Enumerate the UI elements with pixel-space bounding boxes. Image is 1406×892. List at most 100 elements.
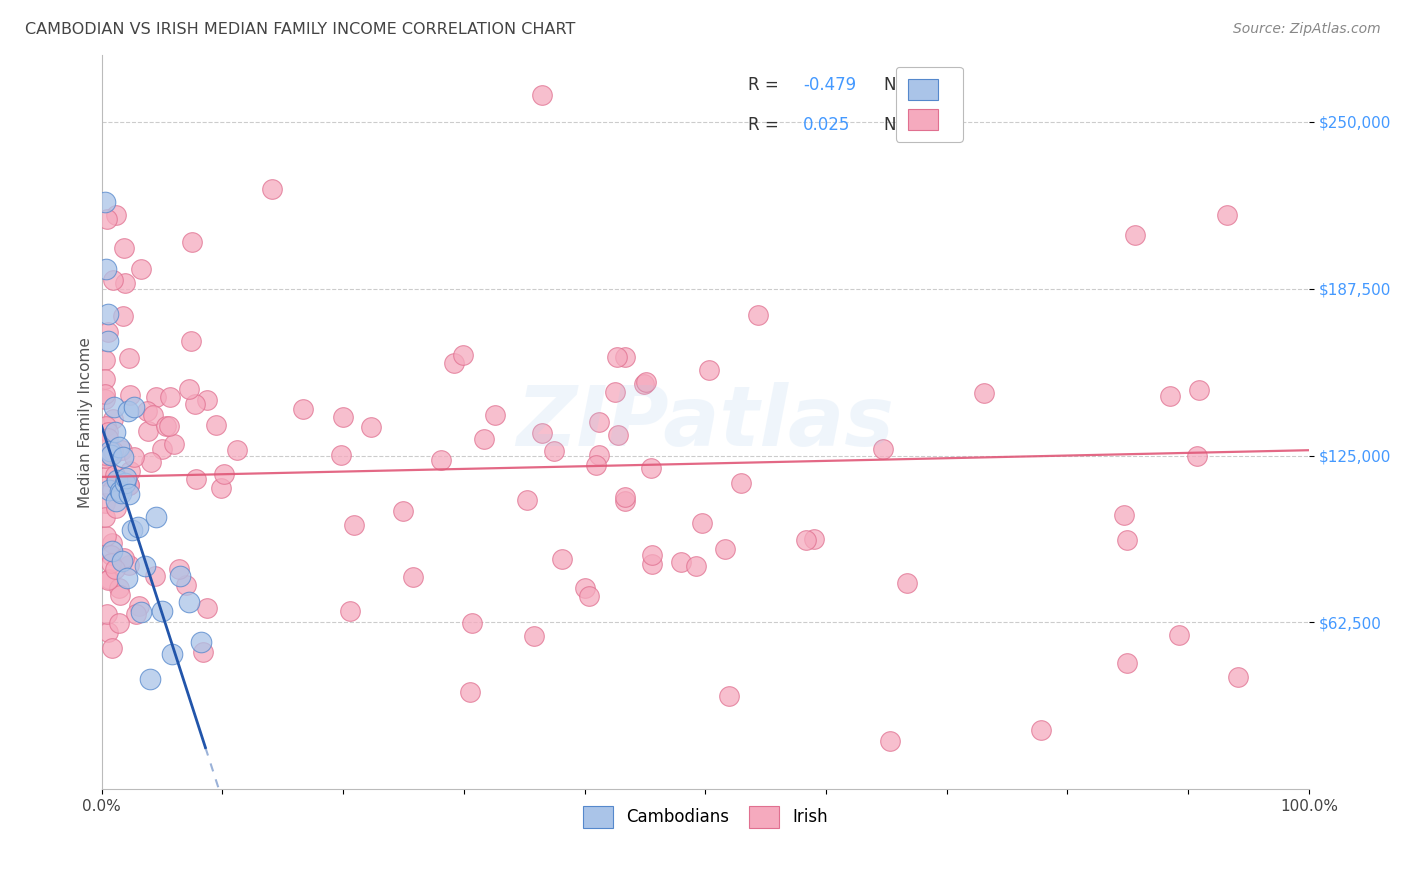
Point [107,581,129,595]
Point [167,561,190,575]
Point [184,397,207,411]
Point [120,464,142,478]
Point [94,450,117,465]
Point [141,455,163,469]
Point [330,448,353,462]
Point [112,551,135,566]
Point [135,404,157,418]
Point [458,685,481,699]
Point [105,473,128,487]
Point [697,362,720,376]
Point [160,648,183,662]
Point [97,431,120,445]
Point [97,307,120,321]
Point [451,348,474,362]
Point [1159,389,1181,403]
Point [114,476,136,491]
Point [145,390,167,404]
Point [97,574,120,588]
Point [530,88,553,103]
Point [136,424,159,438]
Point [96,468,118,483]
Point [879,734,901,748]
Point [94,372,117,386]
Point [128,599,150,614]
Point [225,443,247,458]
Point [118,477,141,491]
Point [139,672,162,686]
Point [97,624,120,639]
Text: R =: R = [748,76,783,94]
Point [118,558,141,573]
Point [163,437,186,451]
Point [1188,384,1211,398]
Point [118,478,141,492]
Point [108,615,131,630]
Point [714,542,737,557]
Point [114,276,136,290]
Point [180,334,202,348]
Point [104,425,127,439]
Point [110,486,132,500]
Point [402,570,425,584]
Point [96,212,118,227]
Point [523,629,546,643]
Text: N =: N = [884,76,921,94]
Point [872,442,894,456]
Text: -0.479: -0.479 [803,76,856,94]
Point [100,483,122,498]
Point [112,450,135,464]
Point [193,645,215,659]
Point [585,458,607,472]
Point [94,194,117,209]
Point [1115,533,1137,548]
Point [195,600,218,615]
Point [973,386,995,401]
Point [343,518,366,533]
Point [134,558,156,573]
Text: 138: 138 [927,116,960,134]
Point [360,420,382,434]
Point [332,409,354,424]
Point [574,581,596,595]
Point [118,487,141,501]
Point [339,604,361,618]
Point [803,532,825,546]
Point [212,467,235,481]
Point [105,493,128,508]
Point [184,472,207,486]
Point [640,548,662,562]
Point [516,493,538,508]
Point [94,387,117,401]
Point [190,635,212,649]
Point [122,400,145,414]
Point [117,404,139,418]
Point [101,412,124,426]
Point [157,419,180,434]
Point [685,559,707,574]
Point [150,604,173,618]
Point [145,510,167,524]
Point [118,388,141,402]
Point [292,402,315,417]
Point [1216,208,1239,222]
Point [603,385,626,400]
Point [101,544,124,558]
Point [209,481,232,495]
Point [101,640,124,655]
Point [606,350,628,364]
Point [429,453,451,467]
Point [94,419,117,434]
Point [112,310,135,324]
Point [111,554,134,568]
Point [640,460,662,475]
Point [614,494,637,508]
Point [747,309,769,323]
Point [730,476,752,491]
Point [1029,723,1052,738]
Point [551,551,574,566]
Point [1125,227,1147,242]
Point [96,607,118,621]
Point [96,261,118,276]
Point [112,241,135,255]
